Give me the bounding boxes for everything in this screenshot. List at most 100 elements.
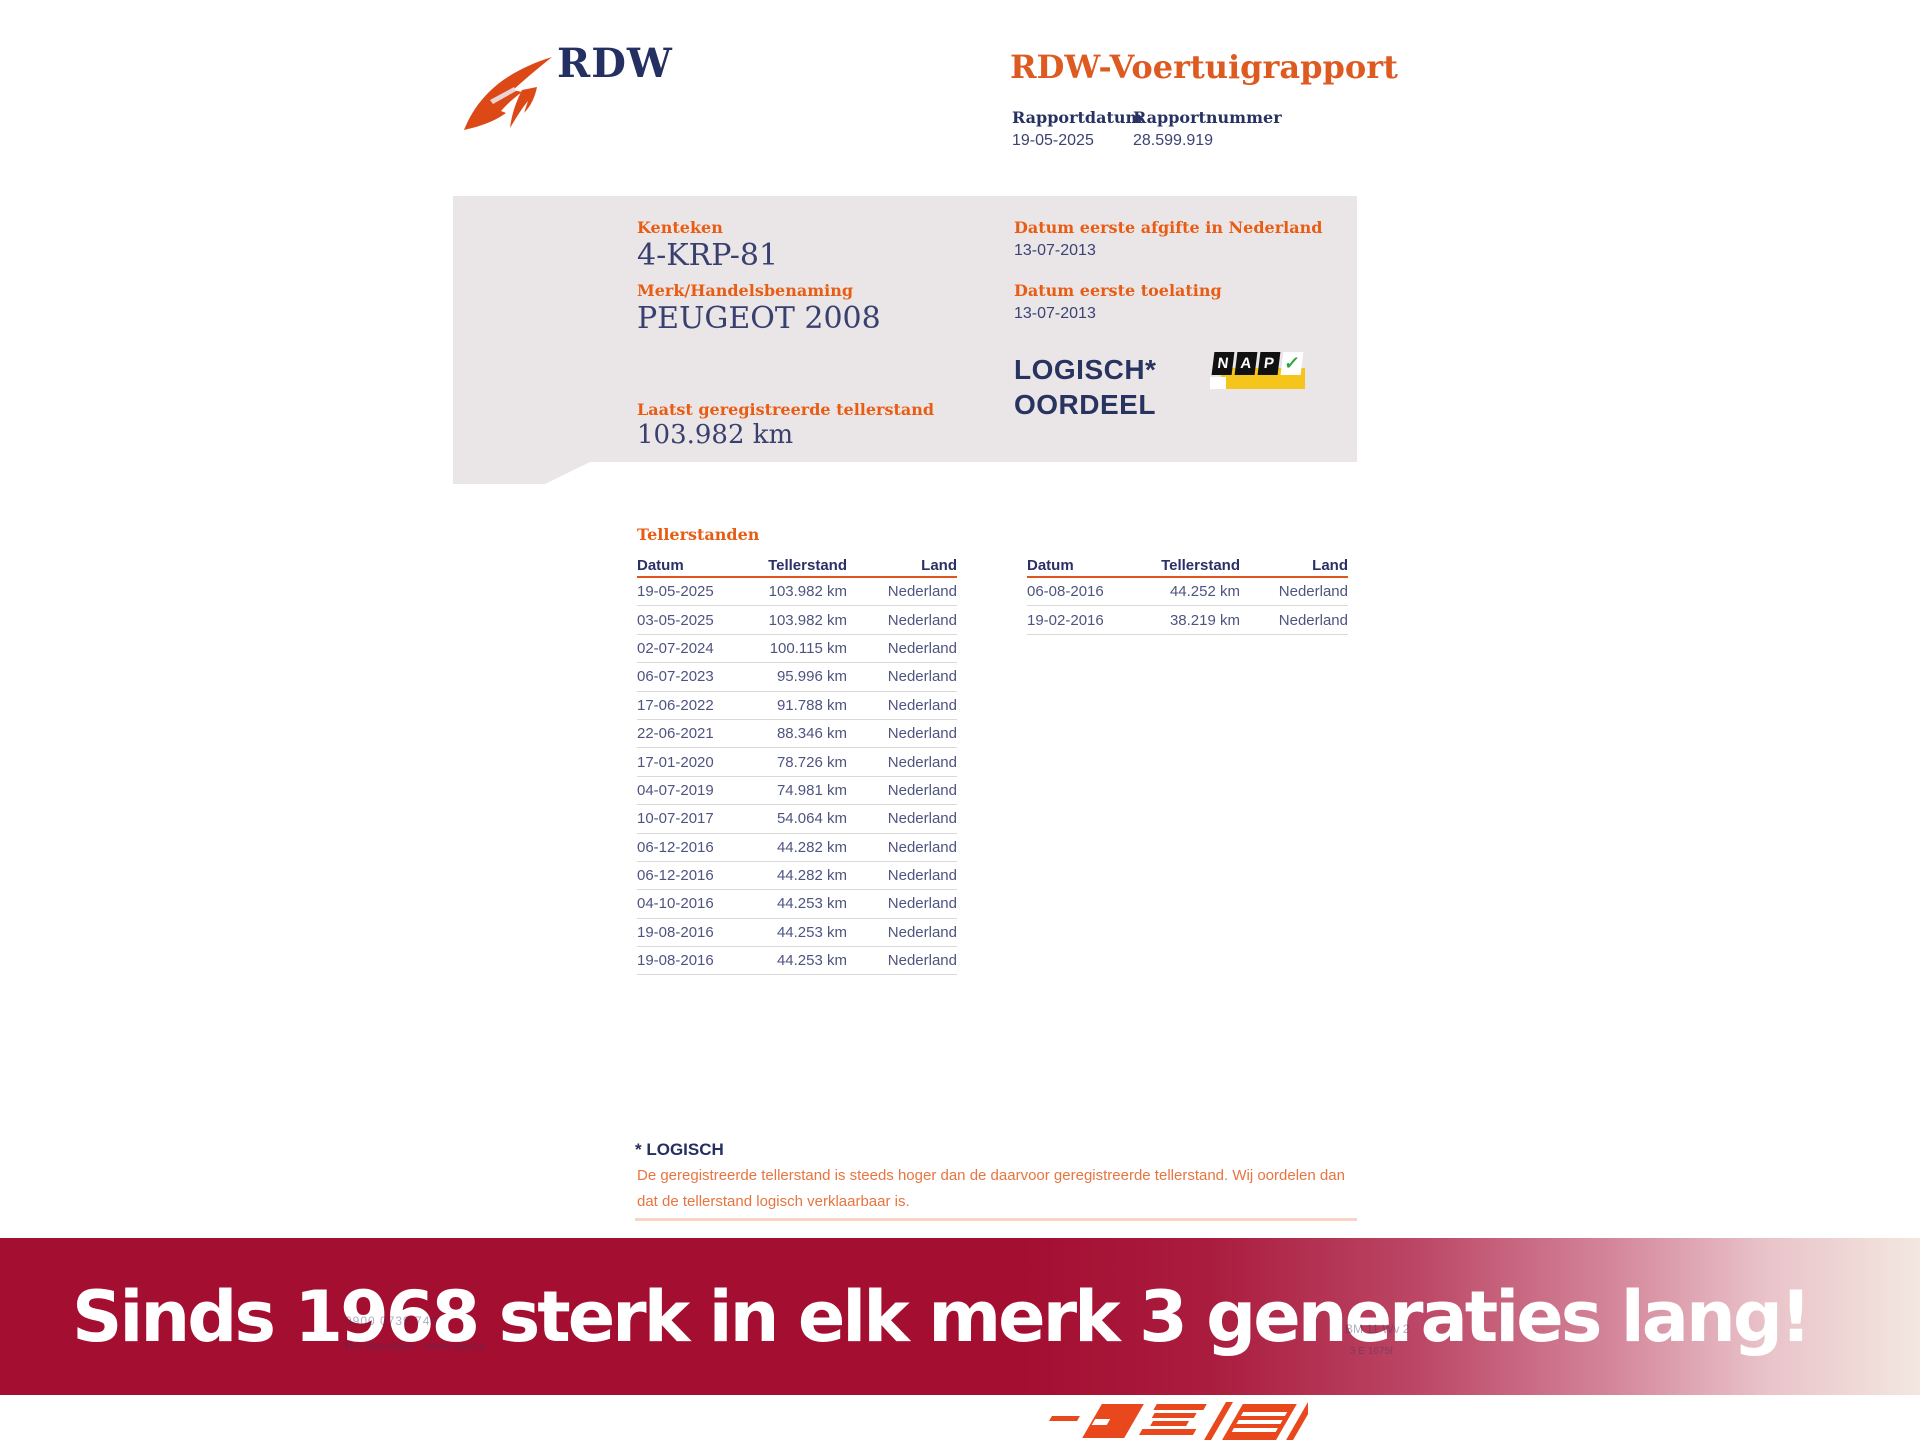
cell-tellerstand: 44.252 km — [1169, 583, 1240, 601]
cell-datum: 19-05-2025 — [637, 583, 714, 601]
tellerstanden-title: Tellerstanden — [637, 525, 760, 544]
nap-logo: N A P ✓ — [1210, 351, 1313, 393]
table-row: 22-06-2021 88.346 km Nederland — [637, 720, 957, 749]
col-header-datum: Datum — [637, 557, 684, 574]
ghost-doc-ref2: 3 E 1675f — [1350, 1346, 1393, 1357]
nap-letter-p: P — [1257, 352, 1281, 375]
cell-datum: 17-06-2022 — [637, 696, 714, 714]
cell-tellerstand: 44.253 km — [776, 952, 847, 970]
table-row: 17-06-2022 91.788 km Nederland — [637, 692, 957, 720]
col-header-land: Land — [1312, 557, 1348, 574]
report-number-label: Rapportnummer — [1133, 108, 1282, 127]
cell-tellerstand: 44.282 km — [776, 838, 847, 856]
cell-tellerstand: 100.115 km — [769, 639, 847, 657]
table-header-row: Datum Tellerstand Land — [1027, 548, 1348, 578]
report-number-value: 28.599.919 — [1133, 132, 1214, 149]
cell-land: Nederland — [887, 952, 957, 970]
report-date-value: 19-05-2025 — [1012, 132, 1094, 149]
cell-tellerstand: 54.064 km — [776, 810, 847, 828]
nap-letter-n: N — [1211, 352, 1235, 375]
cell-land: Nederland — [887, 611, 957, 629]
nap-tiles: N A P ✓ — [1211, 352, 1304, 375]
cell-datum: 02-07-2024 — [637, 639, 714, 657]
table-row: 06-08-2016 44.252 km Nederland — [1027, 578, 1348, 607]
table-row: 06-07-2023 95.996 km Nederland — [637, 663, 957, 692]
oordeel-line2: OORDEEL — [1014, 389, 1156, 420]
cell-tellerstand: 44.253 km — [776, 923, 847, 941]
col-header-tellerstand: Tellerstand — [768, 557, 847, 574]
col-header-datum: Datum — [1027, 557, 1074, 574]
nap-check-icon: ✓ — [1280, 352, 1304, 375]
ghost-doc-ref1: BM 11 Wv 2 — [1345, 1322, 1410, 1336]
oordeel-line1: LOGISCH* — [1014, 354, 1157, 385]
table-row: 04-10-2016 44.253 km Nederland — [637, 890, 957, 919]
afgifte-value: 13-07-2013 — [1014, 242, 1096, 259]
footnote-line1: De geregistreerde tellerstand is steeds … — [637, 1167, 1345, 1184]
cell-land: Nederland — [887, 781, 957, 799]
table-row: 03-05-2025 103.982 km Nederland — [637, 606, 957, 635]
cell-datum: 17-01-2020 — [637, 753, 714, 771]
table-row: 19-08-2016 44.253 km Nederland — [637, 919, 957, 948]
table-row: 19-02-2016 38.219 km Nederland — [1027, 606, 1348, 635]
cell-tellerstand: 44.253 km — [776, 895, 847, 913]
kenteken-label: Kenteken — [637, 218, 723, 237]
dealer-banner: Sinds 1968 sterk in elk merk 3 generatie… — [0, 1238, 1920, 1395]
ghost-phone-text: 0900 0739 740 — [345, 1314, 439, 1328]
table-body: 19-05-2025 103.982 km Nederland 03-05-20… — [637, 578, 957, 976]
table-row: 17-01-2020 78.726 km Nederland — [637, 748, 957, 777]
cell-datum: 03-05-2025 — [637, 611, 714, 629]
cell-datum: 19-08-2016 — [637, 952, 714, 970]
odometer-table-right: Datum Tellerstand Land 06-08-2016 44.252… — [1027, 548, 1348, 635]
cell-land: Nederland — [1278, 583, 1348, 601]
cell-land: Nederland — [887, 725, 957, 743]
cell-datum: 10-07-2017 — [637, 810, 714, 828]
table-row: 19-08-2016 44.253 km Nederland — [637, 947, 957, 976]
table-row: 10-07-2017 54.064 km Nederland — [637, 805, 957, 834]
ghost-city-text: RA Veendam — [345, 1339, 416, 1353]
table-row: 06-12-2016 44.282 km Nederland — [637, 834, 957, 862]
toelating-value: 13-07-2013 — [1014, 305, 1096, 322]
cell-datum: 04-07-2019 — [637, 781, 714, 799]
cell-land: Nederland — [887, 838, 957, 856]
vehicle-info-box: Kenteken 4-KRP-81 Merk/Handelsbenaming P… — [453, 196, 1357, 484]
cell-land: Nederland — [887, 668, 957, 686]
cell-tellerstand: 88.346 km — [776, 725, 847, 743]
col-header-tellerstand: Tellerstand — [1161, 557, 1240, 574]
odometer-table-left: Datum Tellerstand Land 19-05-2025 103.98… — [637, 548, 957, 976]
nap-letter-a: A — [1234, 352, 1258, 375]
cell-land: Nederland — [887, 810, 957, 828]
cell-datum: 19-08-2016 — [637, 923, 714, 941]
report-title: RDW-Voertuigrapport — [1010, 48, 1398, 86]
cell-datum: 06-12-2016 — [637, 867, 714, 885]
table-row: 19-05-2025 103.982 km Nederland — [637, 578, 957, 607]
cell-tellerstand: 78.726 km — [776, 753, 847, 771]
cell-tellerstand: 74.981 km — [776, 781, 847, 799]
ghost-url-text: www.rdw.nl — [425, 1339, 486, 1353]
merk-label: Merk/Handelsbenaming — [637, 281, 854, 300]
merk-value: PEUGEOT 2008 — [637, 301, 881, 336]
tellerstand-value: 103.982 km — [637, 420, 794, 450]
cell-land: Nederland — [887, 867, 957, 885]
cell-datum: 19-02-2016 — [1027, 611, 1104, 629]
cell-land: Nederland — [887, 753, 957, 771]
cell-tellerstand: 91.788 km — [776, 696, 847, 714]
document-footer-divider — [635, 1218, 1357, 1221]
table-row: 02-07-2024 100.115 km Nederland — [637, 635, 957, 664]
rdw-wordmark: RDW — [557, 40, 673, 87]
table-row: 04-07-2019 74.981 km Nederland — [637, 777, 957, 806]
nap-white-chip — [1210, 377, 1226, 389]
footnote-title: * LOGISCH — [635, 1140, 724, 1159]
kenteken-value: 4-KRP-81 — [637, 238, 779, 273]
col-header-land: Land — [921, 557, 957, 574]
cell-datum: 04-10-2016 — [637, 895, 714, 913]
cell-datum: 06-12-2016 — [637, 838, 714, 856]
table-body: 06-08-2016 44.252 km Nederland 19-02-201… — [1027, 578, 1348, 635]
footnote-line2: dat de tellerstand logisch verklaarbaar … — [637, 1193, 910, 1210]
oordeel-text: LOGISCH* OORDEEL — [1014, 352, 1156, 422]
cell-land: Nederland — [887, 583, 957, 601]
cell-land: Nederland — [887, 923, 957, 941]
table-header-row: Datum Tellerstand Land — [637, 548, 957, 578]
report-date-label: Rapportdatum — [1012, 108, 1143, 127]
table-row: 06-12-2016 44.282 km Nederland — [637, 862, 957, 891]
